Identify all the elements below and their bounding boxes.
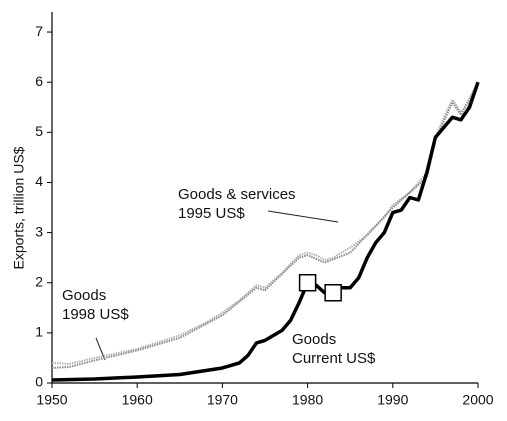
- series-line: [51, 81, 480, 382]
- y-tick-label: 2: [35, 273, 43, 289]
- x-tick-label: 1960: [122, 392, 153, 408]
- series-label: Goods 1998 US$: [62, 287, 129, 323]
- y-tick-label: 4: [35, 173, 43, 189]
- y-axis-label: Exports, trillion US$: [11, 146, 27, 269]
- series-label: Goods & services 1995 US$: [178, 186, 296, 222]
- y-tick-label: 0: [35, 374, 43, 390]
- x-tick-label: 1990: [377, 392, 408, 408]
- series-line: [51, 81, 479, 369]
- y-tick-label: 1: [35, 324, 43, 340]
- y-tick-label: 6: [35, 73, 43, 89]
- x-tick-label: 2000: [462, 392, 493, 408]
- series-label: Goods Current US$: [292, 331, 376, 367]
- y-tick-label: 7: [35, 23, 43, 39]
- series-line: [51, 81, 479, 365]
- x-tick-label: 1950: [36, 392, 67, 408]
- point-marker: [324, 284, 342, 302]
- x-tick-label: 1970: [207, 392, 238, 408]
- y-tick-label: 3: [35, 223, 43, 239]
- y-tick-label: 5: [35, 123, 43, 139]
- x-tick-label: 1980: [292, 392, 323, 408]
- pointer: [267, 210, 339, 223]
- point-marker: [298, 273, 317, 292]
- pointer: [95, 337, 106, 361]
